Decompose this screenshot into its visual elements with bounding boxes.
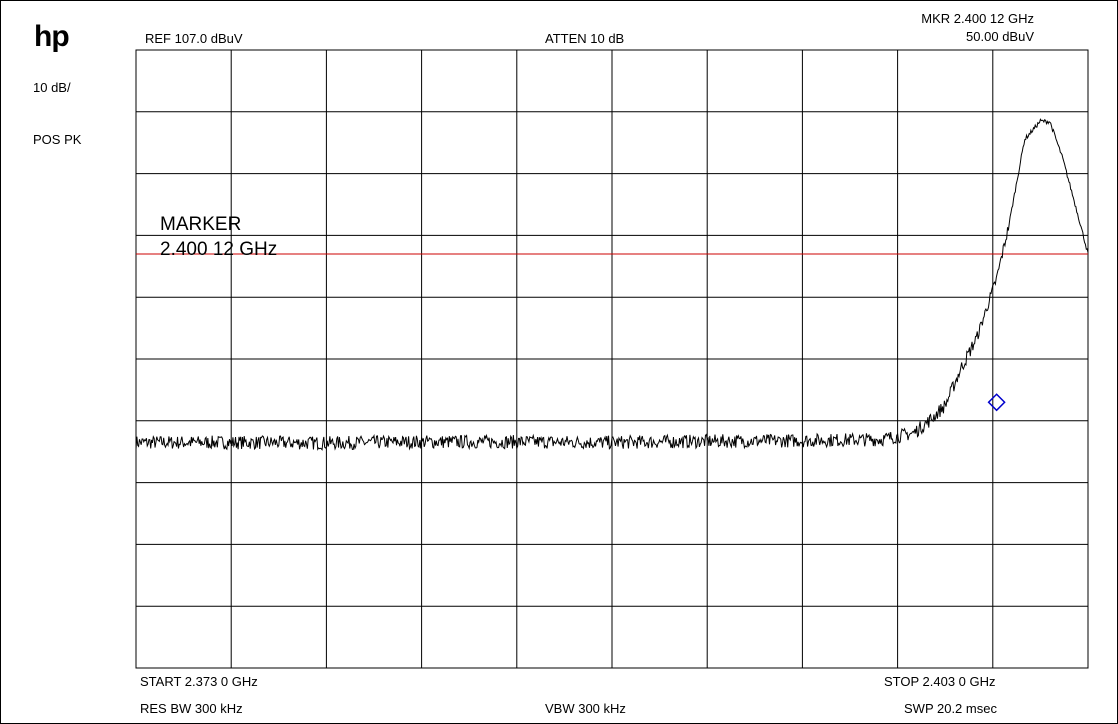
marker-annotation-title: MARKER: [160, 214, 242, 235]
ref-level-label: REF 107.0 dBuV: [145, 31, 243, 46]
marker-level-readout: 50.00 dBuV: [966, 29, 1034, 44]
scale-per-division-label: 10 dB/: [33, 80, 71, 95]
sweep-time-label: SWP 20.2 msec: [904, 701, 997, 716]
start-frequency-label: START 2.373 0 GHz: [140, 674, 258, 689]
marker-diamond: [987, 393, 1006, 412]
trace-layer: [135, 118, 1089, 451]
spectrum-trace: [135, 118, 1089, 451]
marker-annotation-frequency: 2.400 12 GHz: [160, 239, 278, 260]
attenuation-label: ATTEN 10 dB: [545, 31, 625, 46]
marker-frequency-readout: MKR 2.400 12 GHz: [921, 11, 1034, 26]
graticule: [135, 49, 1089, 669]
stop-frequency-label: STOP 2.403 0 GHz: [884, 674, 996, 689]
marker-layer: [987, 393, 1006, 412]
detector-mode-label: POS PK: [33, 132, 82, 147]
hp-logo: hp: [34, 20, 70, 53]
resolution-bandwidth-label: RES BW 300 kHz: [140, 701, 243, 716]
marker-annotation: MARKER 2.400 12 GHz: [160, 212, 277, 262]
video-bandwidth-label: VBW 300 kHz: [545, 701, 626, 716]
